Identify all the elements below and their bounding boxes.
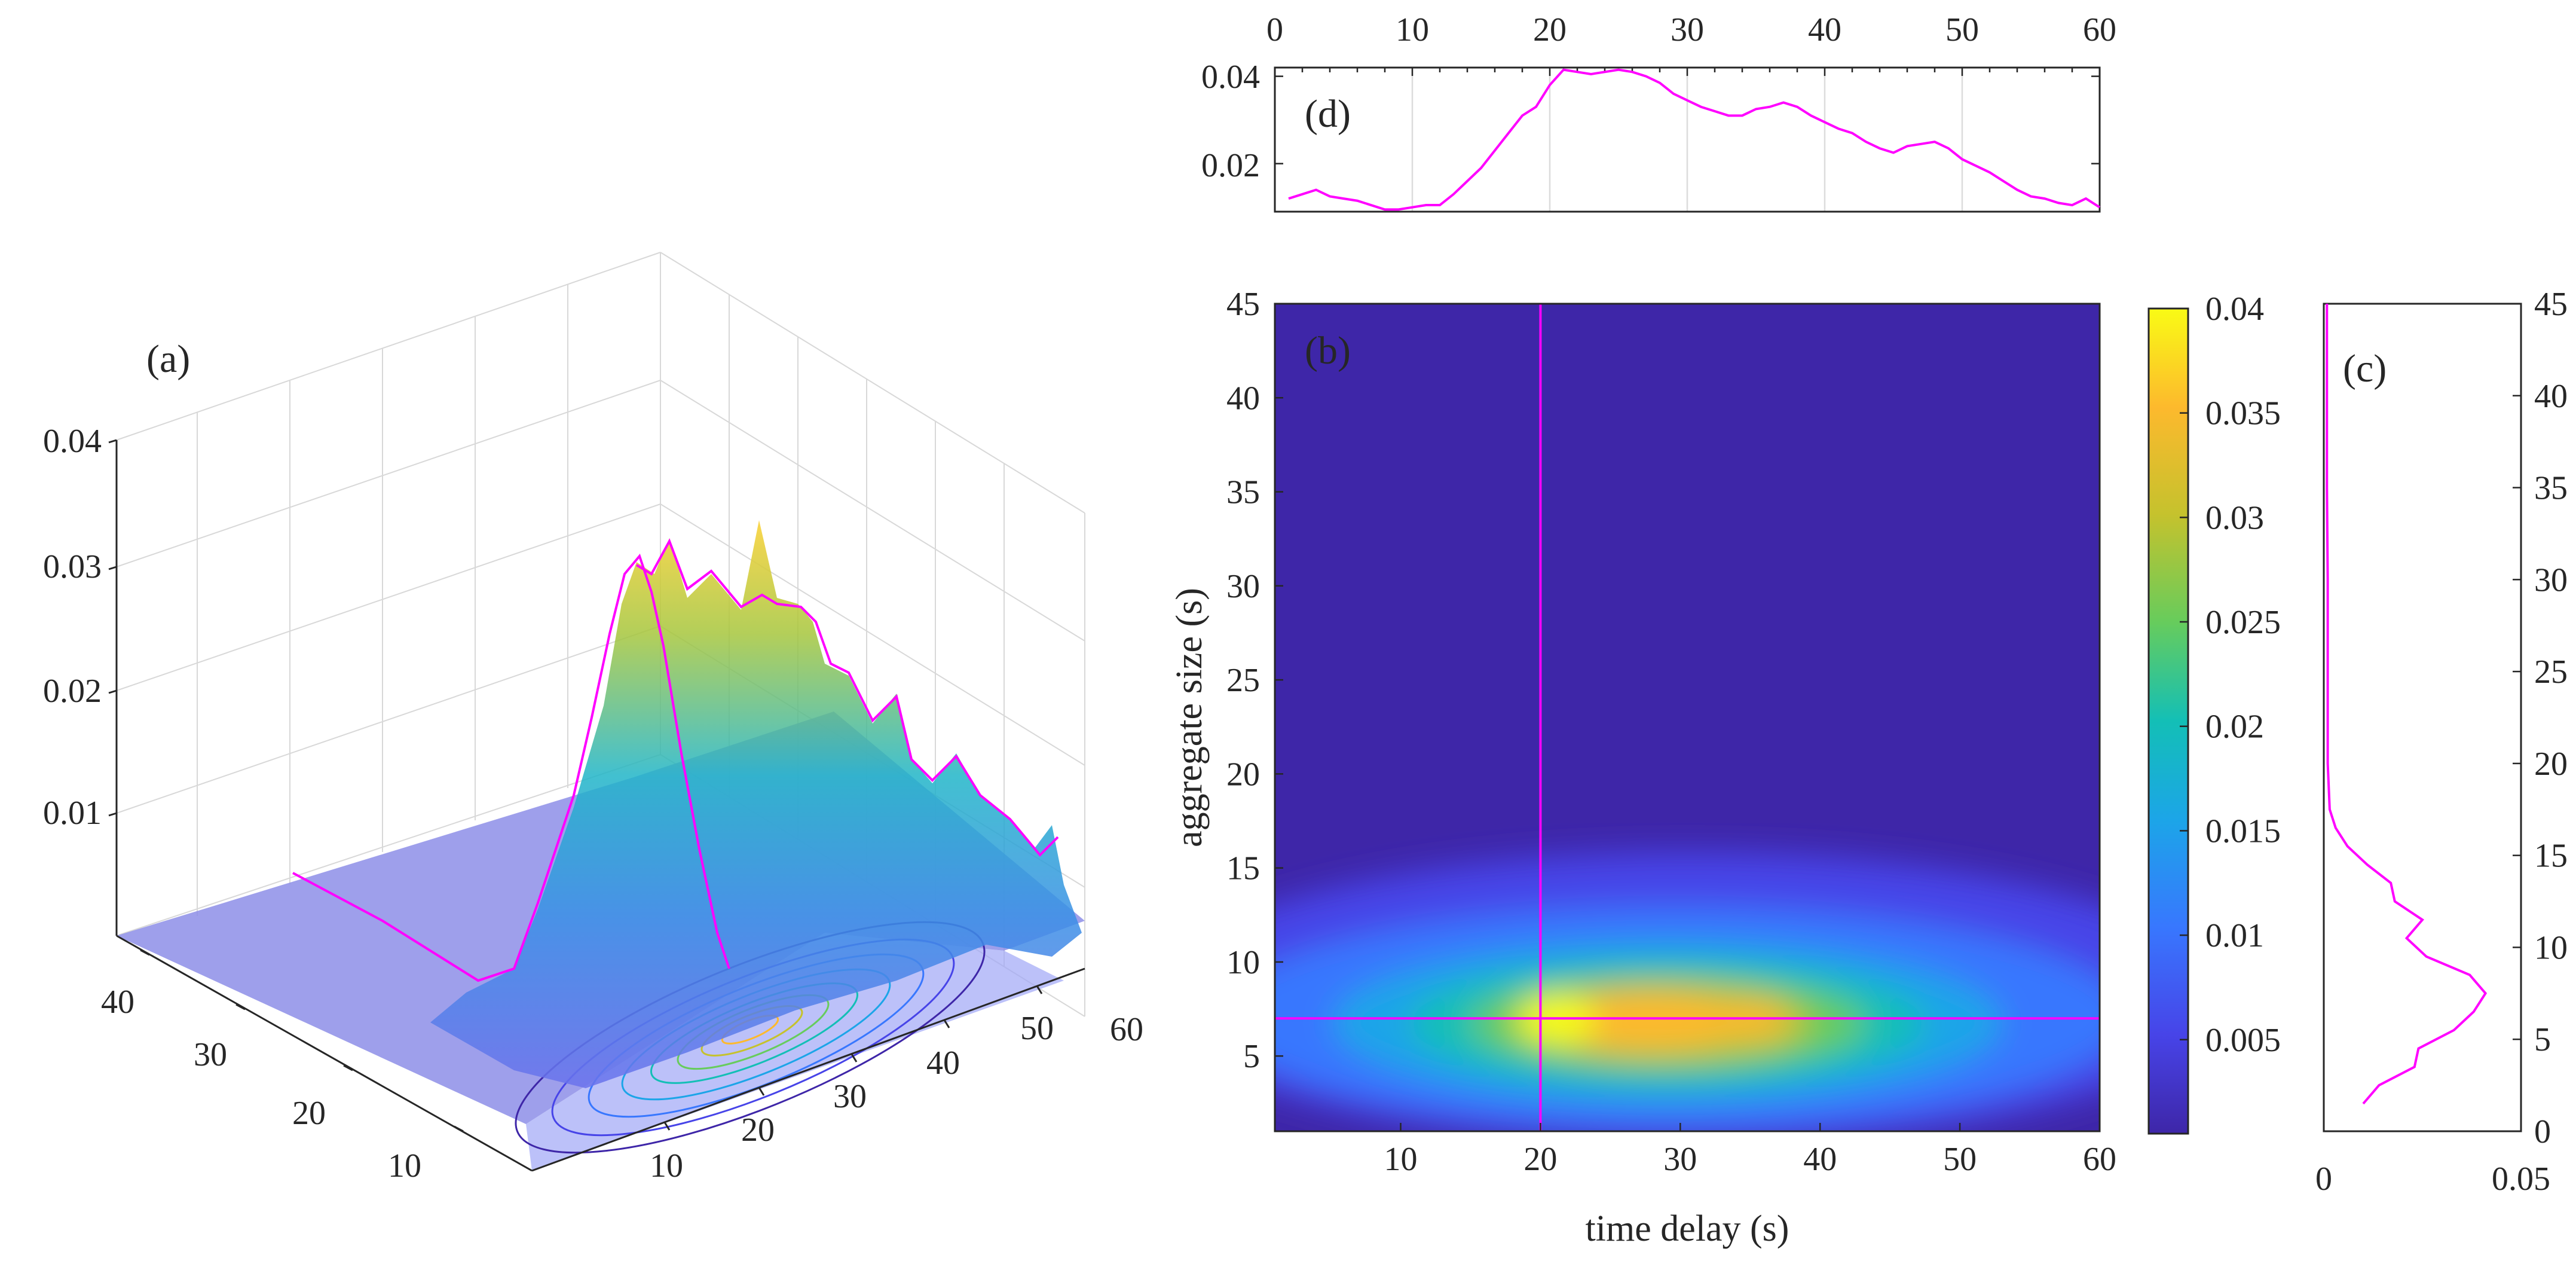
panel-a-slice-delay: [292, 553, 730, 982]
panel-d-ytick: 0.04: [1201, 59, 1260, 96]
colorbar-tick: 0.01: [2205, 917, 2264, 954]
panel-d-x-ticks: 0 10 20 30 40 50 60: [1266, 11, 2116, 48]
panel-a-delay-tick: 30: [833, 1078, 867, 1115]
panel-a-size-tick: 10: [388, 1147, 421, 1184]
colorbar-gradient: [2147, 307, 2189, 1135]
panel-b-ytick: 30: [1226, 568, 1260, 605]
panel-c-ytick: 35: [2534, 470, 2568, 507]
heat-level-7: [1542, 993, 1745, 1050]
panel-c-series-line: [2326, 304, 2488, 1105]
panel-d-xtick: 0: [1266, 11, 1283, 48]
panel-a-delay-ticks: 10 20 30 40 50 60: [650, 985, 1143, 1184]
panel-a-size-tick: 20: [292, 1095, 326, 1132]
panel-b-ytick: 5: [1243, 1038, 1260, 1075]
panel-c-ytick: 30: [2534, 561, 2568, 599]
panel-b-plot-frame: [1274, 303, 2101, 1132]
panel-c-xtick: 0.05: [2492, 1161, 2550, 1198]
panel-a-base-sheet: [526, 933, 1064, 1171]
panel-b-ytick: 10: [1226, 944, 1260, 981]
panel-b-ytick: 15: [1226, 850, 1260, 887]
panel-b-ytick: 45: [1226, 286, 1260, 323]
panel-a-surface: 0.01 0.02 0.03 0.04 10 20 30 40 10 20 30…: [43, 252, 1143, 1184]
panel-b-ytick: 35: [1226, 474, 1260, 511]
panel-c-ytick: 15: [2534, 838, 2568, 875]
panel-c-ytick: 20: [2534, 746, 2568, 783]
panel-b-ylabel: aggregate size (s): [1169, 588, 1210, 847]
colorbar-tick: 0.04: [2205, 291, 2264, 328]
panel-d-label: (d): [1305, 92, 1351, 136]
panel-b-xtick: 10: [1384, 1141, 1418, 1178]
panel-b-xtick: 50: [1943, 1141, 1977, 1178]
panel-c-label: (c): [2343, 347, 2387, 390]
panel-b-xtick: 40: [1803, 1141, 1837, 1178]
panel-a-ztick: 0.04: [43, 423, 102, 460]
panel-c-y-ticks: 0 5 10 15 20 25 30 35 40 45: [2534, 286, 2568, 1150]
panel-d-ytick: 0.02: [1201, 147, 1260, 184]
panel-a-label: (a): [146, 337, 190, 381]
panel-b-x-ticks: 10 20 30 40 50 60: [1384, 1141, 2116, 1178]
panel-c-ytick: 25: [2534, 654, 2568, 691]
panel-a-slice-size: [635, 538, 1059, 857]
panel-b-ytick: 40: [1226, 380, 1260, 417]
panel-c-xtick: 0: [2315, 1161, 2332, 1198]
panel-d-xtick: 40: [1808, 11, 1841, 48]
panel-c-ytick: 5: [2534, 1021, 2551, 1058]
panel-b-xlabel: time delay (s): [1586, 1208, 1789, 1249]
colorbar-tick: 0.015: [2205, 813, 2281, 850]
panel-c-line-plot: 0 5 10 15 20 25 30 35 40 45 0 0.05 (c): [2315, 286, 2568, 1198]
panel-a-ztick: 0.03: [43, 548, 102, 585]
panel-a-size-ticks: 10 20 30 40: [101, 949, 464, 1184]
colorbar-tick: 0.02: [2205, 709, 2264, 746]
panel-c-ytick: 10: [2534, 929, 2568, 966]
colorbar-tick-marks: [2180, 307, 2188, 1041]
panel-c-plot-frame: [2323, 303, 2522, 1132]
panel-d-xtick: 20: [1533, 11, 1567, 48]
panel-b-heatmap: 10 20 30 40 50 60 5 10 15 20 25 30 35 40…: [1169, 286, 2116, 1249]
panel-b-y-ticks: 5 10 15 20 25 30 35 40 45: [1226, 286, 1260, 1075]
colorbar-tick: 0.005: [2205, 1022, 2281, 1059]
panel-d-xtick: 60: [2083, 11, 2116, 48]
panel-d-y-ticks: 0.02 0.04: [1201, 59, 1260, 184]
panel-d-xtick: 10: [1396, 11, 1429, 48]
panel-d-plot-frame: [1274, 66, 2101, 213]
panel-d-line-plot: 0 10 20 30 40 50 60 0.02 0.04 (d): [1201, 11, 2116, 213]
panel-c-ytick: 45: [2534, 286, 2568, 323]
panel-a-ztick: 0.01: [43, 795, 102, 832]
panel-c-tick-marks: [2513, 303, 2521, 1132]
panel-b-xtick: 20: [1523, 1141, 1557, 1178]
colorbar-tick: 0.035: [2205, 395, 2281, 432]
panel-d-gridlines: [1275, 68, 2101, 212]
panel-b-label: (b): [1305, 329, 1351, 373]
colorbar-tick: 0.03: [2205, 499, 2264, 536]
panel-a-size-tick: 30: [194, 1036, 227, 1073]
panel-c-ytick: 40: [2534, 378, 2568, 415]
colorbar-tick: 0.025: [2205, 604, 2281, 641]
panel-d-xtick: 30: [1671, 11, 1704, 48]
panel-a-z-ticks: 0.01 0.02 0.03 0.04: [43, 423, 117, 832]
colorbar: 0.005 0.01 0.015 0.02 0.025 0.03 0.035 0…: [2147, 291, 2281, 1135]
panel-c-ytick: 0: [2534, 1113, 2551, 1150]
panel-a-delay-tick: 20: [741, 1112, 775, 1149]
colorbar-ticks: 0.005 0.01 0.015 0.02 0.025 0.03 0.035 0…: [2205, 291, 2281, 1059]
panel-b-ytick: 20: [1226, 756, 1260, 793]
panel-a-delay-tick: 60: [1110, 1011, 1143, 1048]
panel-b-xtick: 30: [1663, 1141, 1697, 1178]
panel-a-ztick: 0.02: [43, 673, 102, 710]
panel-c-x-ticks: 0 0.05: [2315, 1161, 2550, 1198]
panel-a-size-tick: 40: [101, 984, 134, 1021]
panel-b-xtick: 60: [2083, 1141, 2116, 1178]
panel-d-series-line: [1288, 68, 2101, 211]
panel-a-delay-tick: 10: [650, 1147, 683, 1184]
panel-a-peak-surface: [430, 520, 1082, 1088]
panel-a-delay-tick: 50: [1020, 1010, 1054, 1047]
panel-b-ytick: 25: [1226, 662, 1260, 699]
panel-a-delay-axis: [531, 967, 1085, 1172]
panel-a-delay-tick: 40: [926, 1045, 960, 1082]
panel-d-xtick: 50: [1945, 11, 1979, 48]
